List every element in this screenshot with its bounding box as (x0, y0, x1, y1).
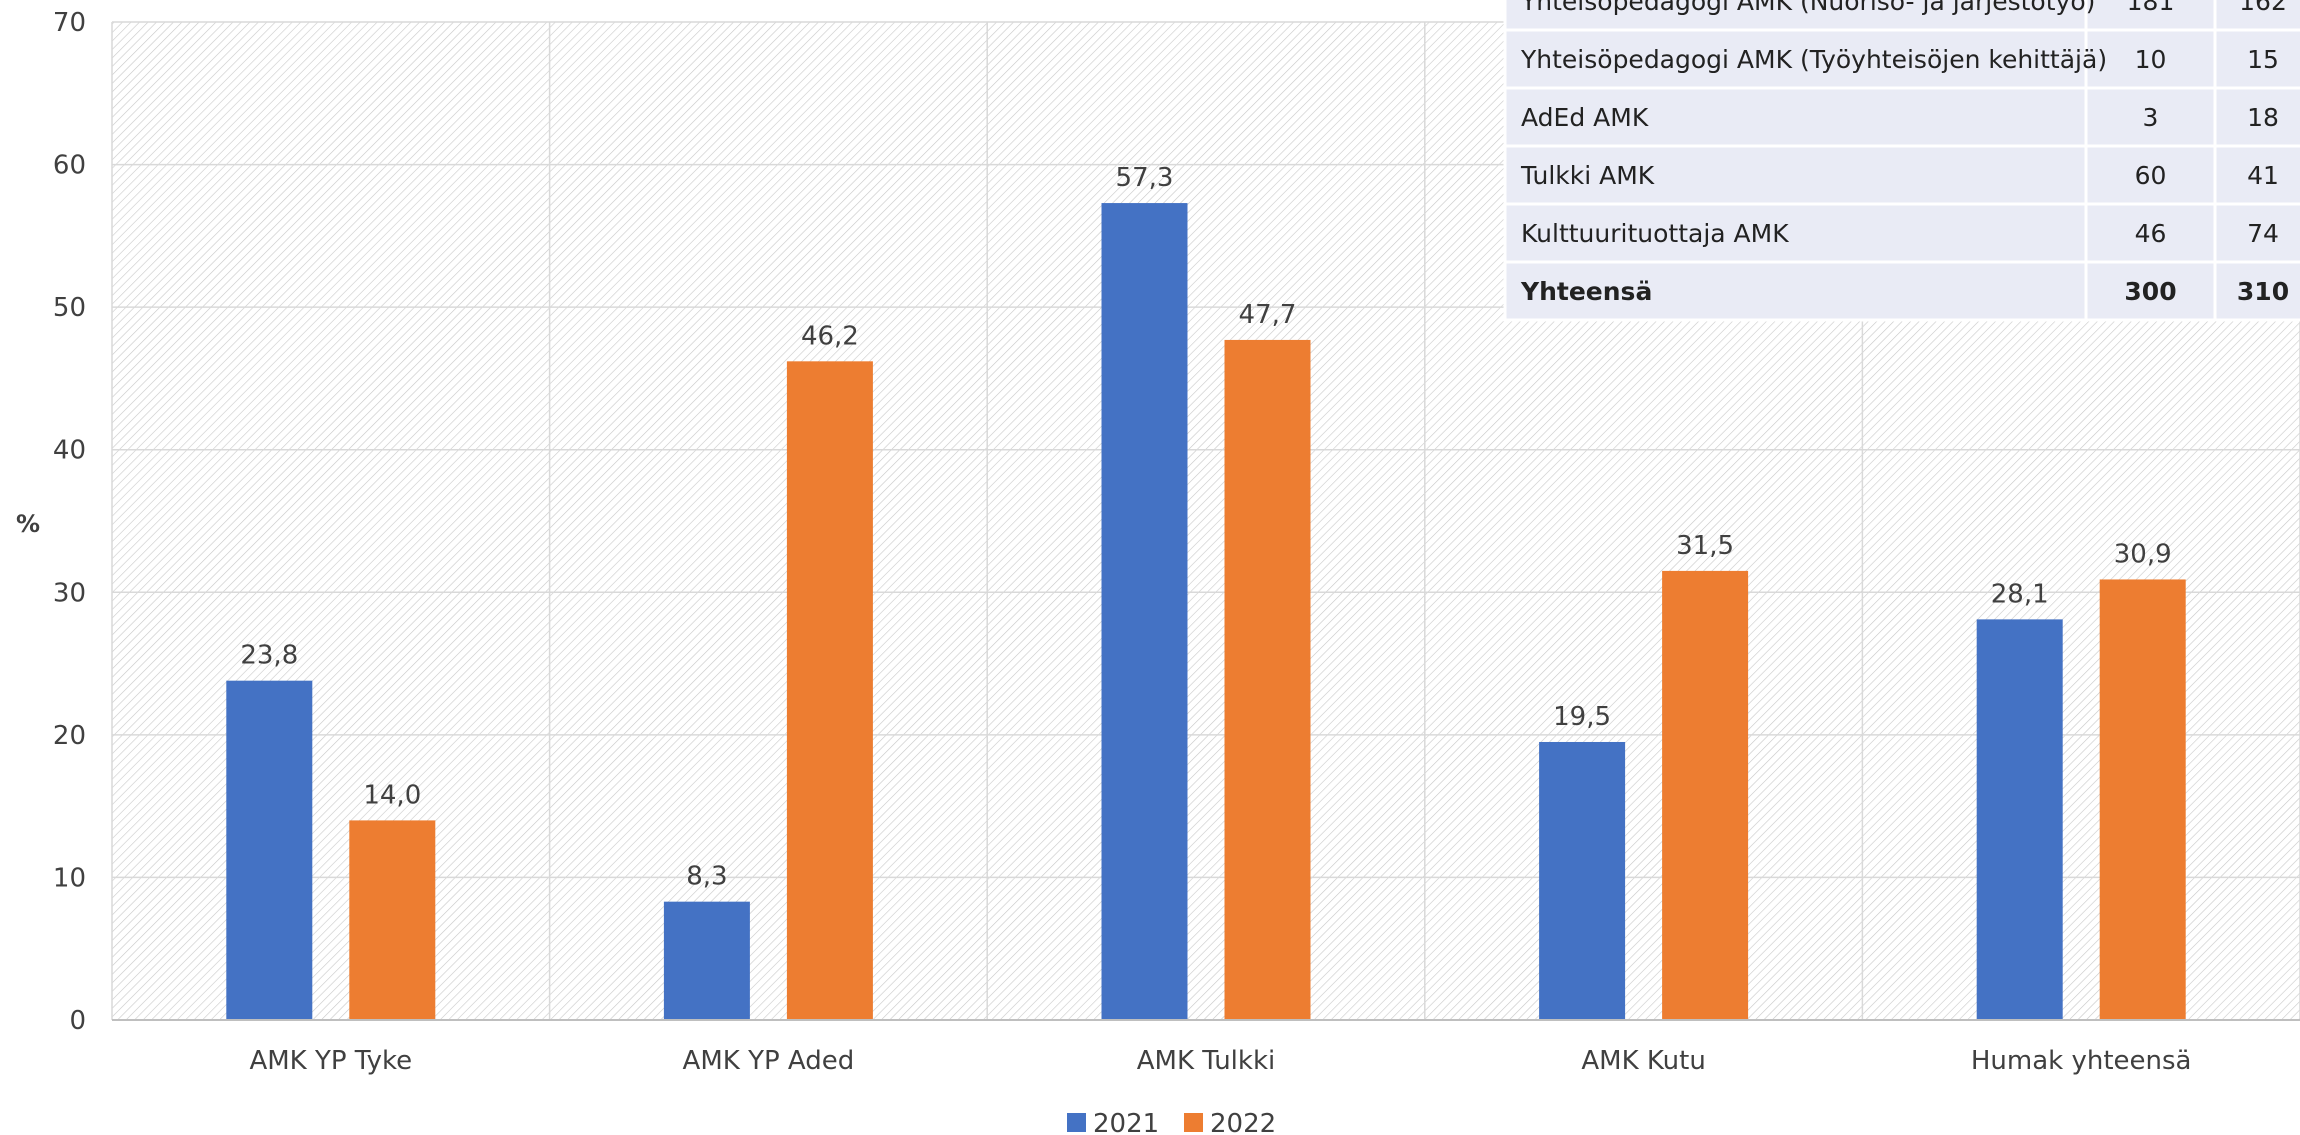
data-label-2022-5: 30,9 (2114, 539, 2172, 569)
table-cell-2021: 300 (2124, 277, 2176, 306)
table-cell-label: AdEd AMK (1521, 103, 1649, 132)
bar-2022-4 (1662, 571, 1748, 1020)
x-tick-label: AMK YP Tyke (249, 1046, 412, 1076)
y-tick-label: 40 (53, 436, 86, 466)
table-cell-2022: 18 (2247, 103, 2279, 132)
table-cell-2021: 10 (2135, 45, 2167, 74)
y-tick-label: 20 (53, 721, 86, 751)
table-row: Tulkki AMK 60 41 (1505, 146, 2300, 204)
table-cell-2021: 60 (2135, 161, 2167, 190)
table-cell-label: Kulttuurituottaja AMK (1521, 219, 1789, 248)
bar-2022-5 (2100, 579, 2186, 1020)
y-tick-label: 0 (69, 1006, 86, 1036)
bar-2021-4 (1539, 742, 1625, 1020)
table-cell-2022: 74 (2247, 219, 2279, 248)
table-cell-label: Yhteensä (1520, 277, 1652, 306)
data-label-2022-1: 14,0 (363, 780, 421, 810)
table-cell-label: Yhteisöpedagogi AMK (Nuoriso- ja järjest… (1520, 0, 2095, 16)
legend-item-2022: 2022 (1184, 1109, 1276, 1135)
bar-2021-5 (1977, 619, 2063, 1020)
x-tick-label: Humak yhteensä (1971, 1046, 2192, 1076)
table-cell-2022: 310 (2237, 277, 2289, 306)
table-row: AdEd AMK 3 18 (1505, 88, 2300, 146)
y-tick-label: 60 (53, 151, 86, 181)
table-row: Yhteisöpedagogi AMK (Työyhteisöjen kehit… (1505, 30, 2300, 88)
data-label-2021-2: 8,3 (686, 862, 727, 892)
bar-2022-1 (349, 820, 435, 1020)
table-row: Kulttuurituottaja AMK 46 74 (1505, 204, 2300, 262)
table-cell-label: Tulkki AMK (1520, 161, 1655, 190)
bar-2021-2 (664, 902, 750, 1020)
data-label-2021-1: 23,8 (240, 641, 298, 671)
y-tick-label: 10 (53, 863, 86, 893)
table-cell-2022: 15 (2247, 45, 2279, 74)
legend-item-2021: 2021 (1067, 1109, 1159, 1135)
data-label-2021-5: 28,1 (1991, 579, 2049, 609)
legend-label: 2021 (1093, 1109, 1159, 1135)
table-row: Yhteisöpedagogi AMK (Nuoriso- ja järjest… (1505, 0, 2300, 30)
data-label-2022-2: 46,2 (801, 321, 859, 351)
table-cell-2021: 3 (2143, 103, 2159, 132)
bar-2022-3 (1225, 340, 1311, 1020)
x-tick-label: AMK Kutu (1581, 1046, 1705, 1076)
y-tick-label: 50 (53, 293, 86, 323)
data-label-2021-3: 57,3 (1116, 163, 1174, 193)
data-table: Yhteisöpedagogi AMK (Nuoriso- ja järjest… (1505, 0, 2300, 320)
table-cell-2021: 46 (2135, 219, 2167, 248)
legend-swatch (1067, 1113, 1086, 1132)
table-cell-label: Yhteisöpedagogi AMK (Työyhteisöjen kehit… (1520, 45, 2107, 74)
bar-2022-2 (787, 361, 873, 1020)
y-tick-label: 70 (53, 8, 86, 38)
y-axis-label: % (16, 510, 40, 538)
y-tick-label: 30 (53, 578, 86, 608)
x-tick-label: AMK Tulkki (1137, 1046, 1276, 1076)
table-cell-2022: 41 (2247, 161, 2279, 190)
bar-2021-1 (226, 681, 312, 1020)
bar-2021-3 (1102, 203, 1188, 1020)
table-cell-2022: 162 (2239, 0, 2287, 16)
legend-label: 2022 (1210, 1109, 1276, 1135)
data-label-2022-3: 47,7 (1239, 300, 1297, 330)
x-tick-label: AMK YP Aded (683, 1046, 855, 1076)
table-cell-2021: 181 (2127, 0, 2175, 16)
legend: 2021 2022 (1067, 1109, 1276, 1135)
table-row: Yhteensä 300 310 (1505, 262, 2300, 320)
data-label-2021-4: 19,5 (1553, 702, 1611, 732)
data-label-2022-4: 31,5 (1676, 531, 1734, 561)
legend-swatch (1184, 1113, 1203, 1132)
